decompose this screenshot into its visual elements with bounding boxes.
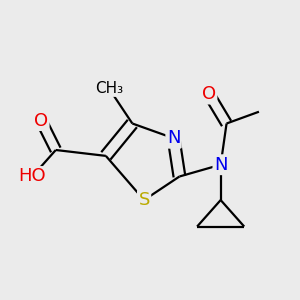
Text: O: O: [34, 112, 48, 130]
Text: CH₃: CH₃: [95, 81, 123, 96]
Text: S: S: [138, 191, 150, 209]
Text: HO: HO: [18, 167, 46, 185]
Text: N: N: [214, 156, 227, 174]
Text: N: N: [167, 129, 180, 147]
Text: O: O: [202, 85, 216, 103]
